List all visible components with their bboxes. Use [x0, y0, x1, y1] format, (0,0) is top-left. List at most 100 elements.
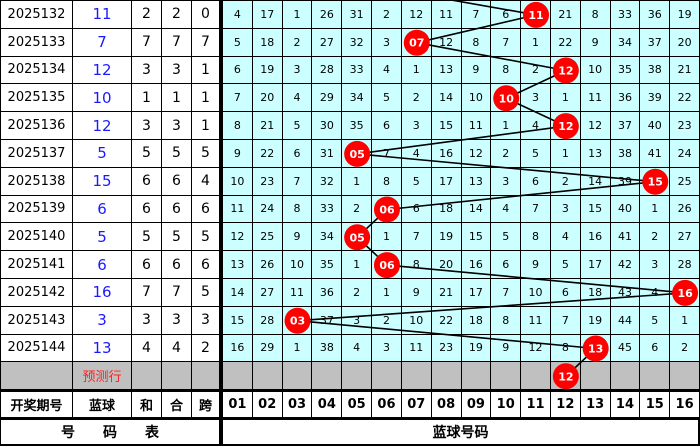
omission-cell: 1 — [401, 56, 432, 85]
period-cell: 2025142 — [1, 279, 73, 307]
sum-cell: 1 — [132, 84, 162, 113]
period-cell: 2025132 — [1, 1, 73, 29]
prediction-cell[interactable] — [580, 362, 611, 391]
omission-cell: 17 — [580, 251, 611, 279]
prediction-cell[interactable] — [312, 362, 343, 391]
header-number: 07 — [401, 392, 432, 418]
omission-cell: 2 — [401, 84, 432, 113]
prediction-cell[interactable] — [431, 362, 462, 391]
omission-cell: 26 — [670, 195, 700, 224]
blue-ball-marker: 11 — [523, 1, 550, 28]
omission-cell: 26 — [312, 1, 343, 29]
header-sum: 和 — [132, 392, 162, 418]
omission-cell: 36 — [640, 1, 671, 29]
omission-cell: 9 — [580, 28, 611, 57]
omission-cell: 26 — [252, 251, 283, 279]
omission-cell: 10 — [223, 167, 253, 196]
prediction-cell — [162, 362, 192, 391]
sum-cell: 5 — [132, 140, 162, 168]
prediction-cell[interactable] — [372, 362, 402, 391]
mod-cell: 7 — [162, 28, 192, 57]
prediction-cell[interactable] — [521, 362, 551, 391]
ball-circle — [344, 224, 371, 251]
header-number: 09 — [461, 392, 492, 418]
omission-cell: 7 — [491, 279, 522, 307]
omission-cell: 27 — [252, 279, 283, 307]
mod-cell: 7 — [162, 279, 192, 307]
ball-number: 15 — [648, 176, 663, 189]
omission-cell: 8 — [372, 167, 402, 196]
header-number: 11 — [521, 392, 551, 418]
omission-cell: 14 — [223, 279, 253, 307]
sum-cell: 7 — [132, 28, 162, 57]
span-cell: 4 — [192, 167, 220, 196]
omission-cell: 34 — [312, 223, 343, 252]
omission-cell: 34 — [342, 84, 373, 113]
omission-cell: 2 — [491, 140, 522, 168]
omission-cell: 13 — [580, 140, 611, 168]
prediction-cell[interactable] — [640, 362, 671, 391]
blue-ball-marker: 12 — [552, 57, 579, 84]
ball-circle — [523, 1, 550, 28]
period-cell: 2025143 — [1, 306, 73, 335]
omission-cell: 1 — [670, 306, 700, 335]
omission-cell: 37 — [610, 112, 641, 140]
omission-cell: 23 — [431, 334, 462, 363]
omission-cell: 8 — [580, 1, 611, 29]
omission-cell: 1 — [342, 167, 373, 196]
omission-cell: 3 — [401, 112, 432, 140]
span-cell: 1 — [192, 56, 220, 85]
omission-cell: 11 — [431, 1, 462, 29]
omission-cell: 37 — [640, 28, 671, 57]
prediction-cell[interactable] — [461, 362, 492, 391]
ball-number: 06 — [379, 259, 395, 272]
prediction-cell[interactable] — [342, 362, 373, 391]
header-number: 02 — [252, 392, 283, 418]
omission-cell: 29 — [312, 84, 343, 113]
omission-cell: 4 — [640, 279, 671, 307]
prediction-cell[interactable] — [491, 362, 522, 391]
header-number: 10 — [491, 392, 522, 418]
ball-circle — [344, 140, 371, 167]
trend-line — [357, 153, 656, 183]
blue-cell: 13 — [73, 334, 132, 363]
omission-cell: 5 — [401, 167, 432, 196]
header-number: 08 — [431, 392, 462, 418]
prediction-cell[interactable] — [252, 362, 283, 391]
omission-cell: 18 — [431, 195, 462, 224]
omission-cell: 4 — [550, 223, 581, 252]
ball-circle — [284, 307, 311, 334]
span-cell: 0 — [192, 1, 220, 29]
blue-ball-marker: 15 — [642, 168, 669, 195]
omission-cell: 5 — [550, 251, 581, 279]
ball-number: 06 — [379, 204, 395, 217]
footer-left-title: 号 码 表 — [1, 420, 220, 445]
omission-cell: 15 — [461, 223, 492, 252]
prediction-cell[interactable] — [282, 362, 313, 391]
omission-cell: 11 — [580, 84, 611, 113]
prediction-cell[interactable] — [401, 362, 432, 391]
trend-line — [297, 319, 596, 350]
omission-cell: 24 — [252, 195, 283, 224]
omission-cell: 28 — [252, 306, 283, 335]
span-cell: 5 — [192, 279, 220, 307]
header-number: 03 — [282, 392, 313, 418]
omission-cell: 9 — [223, 140, 253, 168]
omission-cell: 8 — [521, 223, 551, 252]
omission-cell: 30 — [312, 112, 343, 140]
blue-ball-marker: 05 — [344, 140, 371, 167]
sum-cell: 2 — [132, 1, 162, 29]
prediction-cell[interactable] — [223, 362, 253, 391]
blue-ball-marker: 12 — [552, 113, 579, 140]
omission-cell: 6 — [640, 334, 671, 363]
omission-cell: 21 — [550, 1, 581, 29]
period-cell: 2025134 — [1, 56, 73, 85]
span-cell: 5 — [192, 223, 220, 252]
blue-cell: 10 — [73, 84, 132, 113]
omission-cell: 8 — [401, 251, 432, 279]
prediction-cell[interactable] — [610, 362, 641, 391]
header-span: 跨 — [192, 392, 220, 418]
blue-ball-marker: 10 — [493, 85, 520, 112]
header-period: 开奖期号 — [1, 392, 73, 418]
omission-cell: 5 — [521, 140, 551, 168]
